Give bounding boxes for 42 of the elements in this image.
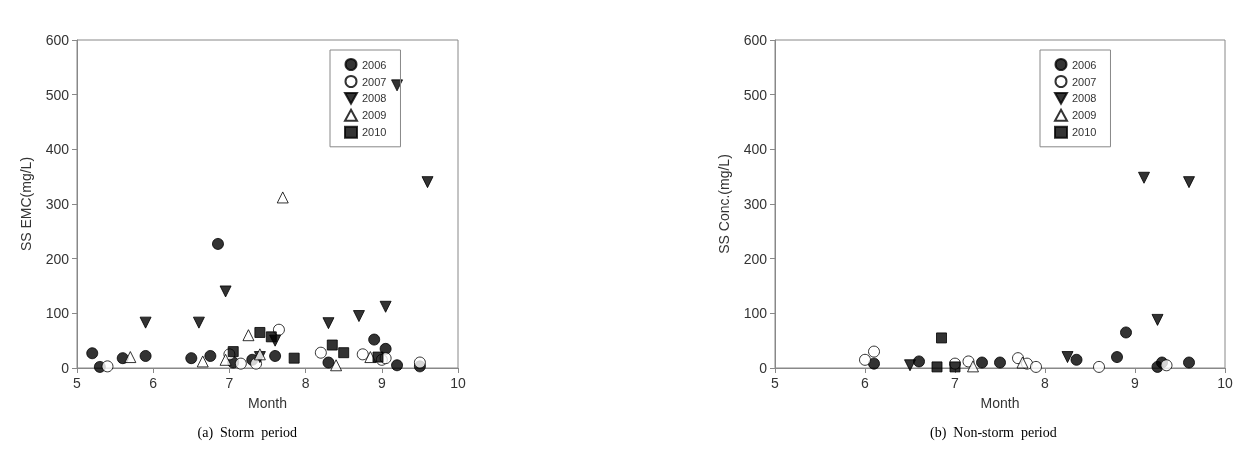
x-tick-label: 8 xyxy=(301,375,310,391)
y-tick-label: 600 xyxy=(743,32,768,48)
x-tick-label: 9 xyxy=(377,375,386,391)
legend-label: 2009 xyxy=(1072,109,1097,122)
legend-label: 2010 xyxy=(362,126,387,139)
x-tick-label: 7 xyxy=(225,375,234,391)
x-tick-label: 5 xyxy=(771,375,780,391)
y-tick-label: 600 xyxy=(45,32,70,48)
y-tick-label: 300 xyxy=(45,196,70,212)
y-tick-label: 0 xyxy=(61,360,70,376)
legend-label: 2006 xyxy=(362,58,387,71)
x-tick-label: 9 xyxy=(1131,375,1140,391)
y-tick-label: 500 xyxy=(743,86,768,103)
x-axis-title: Month xyxy=(248,395,287,411)
y-tick-label: 0 xyxy=(759,360,768,376)
x-tick-label: 6 xyxy=(861,375,870,391)
y-tick-label: 100 xyxy=(45,305,70,322)
x-axis-title: Month xyxy=(980,395,1020,411)
legend-label: 2010 xyxy=(1072,126,1097,139)
y-tick-label: 400 xyxy=(743,141,768,158)
legend-label: 2008 xyxy=(1072,92,1097,105)
x-tick-label: 10 xyxy=(450,375,466,391)
x-tick-label: 5 xyxy=(73,375,82,391)
legend-label: 2007 xyxy=(1072,75,1097,88)
y-axis-title: SS EMC(mg/L) xyxy=(18,156,34,252)
x-tick-label: 6 xyxy=(149,375,158,391)
text: (b) Non-storm period xyxy=(930,424,1057,441)
legend-label: 2006 xyxy=(1072,58,1097,71)
legend-label: 2009 xyxy=(362,109,387,122)
y-tick-label: 400 xyxy=(45,141,70,158)
legend-label: 2008 xyxy=(362,92,387,105)
y-tick-label: 500 xyxy=(45,86,70,103)
y-tick-label: 200 xyxy=(45,250,70,267)
y-tick-label: 200 xyxy=(743,250,768,267)
y-tick-label: 300 xyxy=(743,196,768,212)
x-tick-label: 7 xyxy=(951,375,960,391)
y-tick-label: 100 xyxy=(743,305,768,322)
text: (a) Storm period xyxy=(197,424,298,441)
legend-label: 2007 xyxy=(362,75,387,88)
x-tick-label: 8 xyxy=(1041,375,1050,391)
x-tick-label: 10 xyxy=(1217,375,1233,391)
y-axis-title: SS Conc.(mg/L) xyxy=(716,154,732,254)
